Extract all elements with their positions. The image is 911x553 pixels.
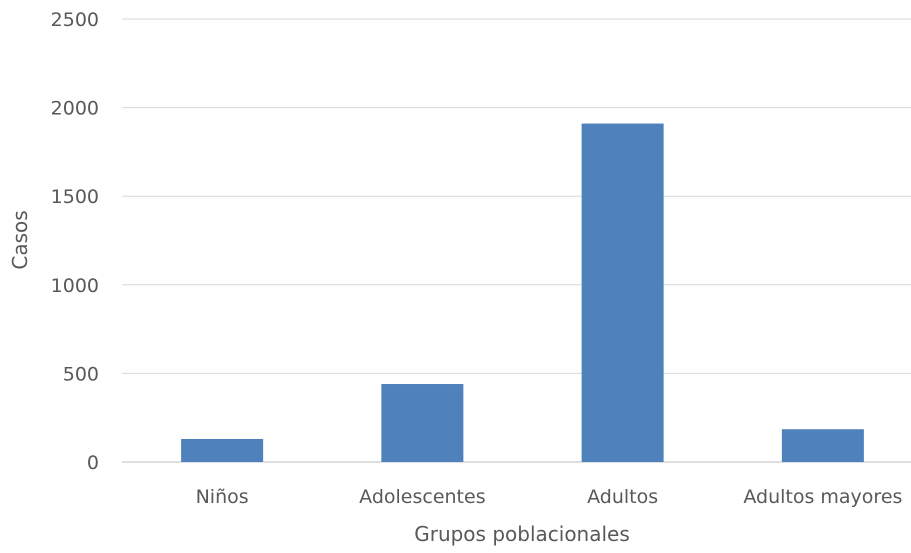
bar <box>381 384 464 462</box>
x-tick-labels: Niños Adolescentes Adultos Adultos mayores <box>196 486 903 508</box>
y-tick-label: 1000 <box>51 275 99 297</box>
bar <box>581 123 664 462</box>
y-tick-label: 0 <box>87 452 99 474</box>
x-tick-label: Adultos mayores <box>743 486 902 508</box>
x-tick-label: Niños <box>196 486 249 508</box>
x-axis-label: Grupos poblacionales <box>414 522 630 546</box>
y-tick-label: 500 <box>63 363 99 385</box>
y-tick-label: 2500 <box>51 9 99 31</box>
y-tick-labels: 0 500 1000 1500 2000 2500 <box>51 9 99 474</box>
bar <box>781 429 864 462</box>
x-tick-label: Adultos <box>587 486 658 508</box>
y-axis-label: Casos <box>8 210 32 269</box>
bars <box>181 123 864 462</box>
y-tick-label: 1500 <box>51 186 99 208</box>
x-tick-label: Adolescentes <box>359 486 485 508</box>
bar <box>181 438 264 462</box>
gridlines <box>122 18 911 463</box>
y-tick-label: 2000 <box>51 98 99 120</box>
